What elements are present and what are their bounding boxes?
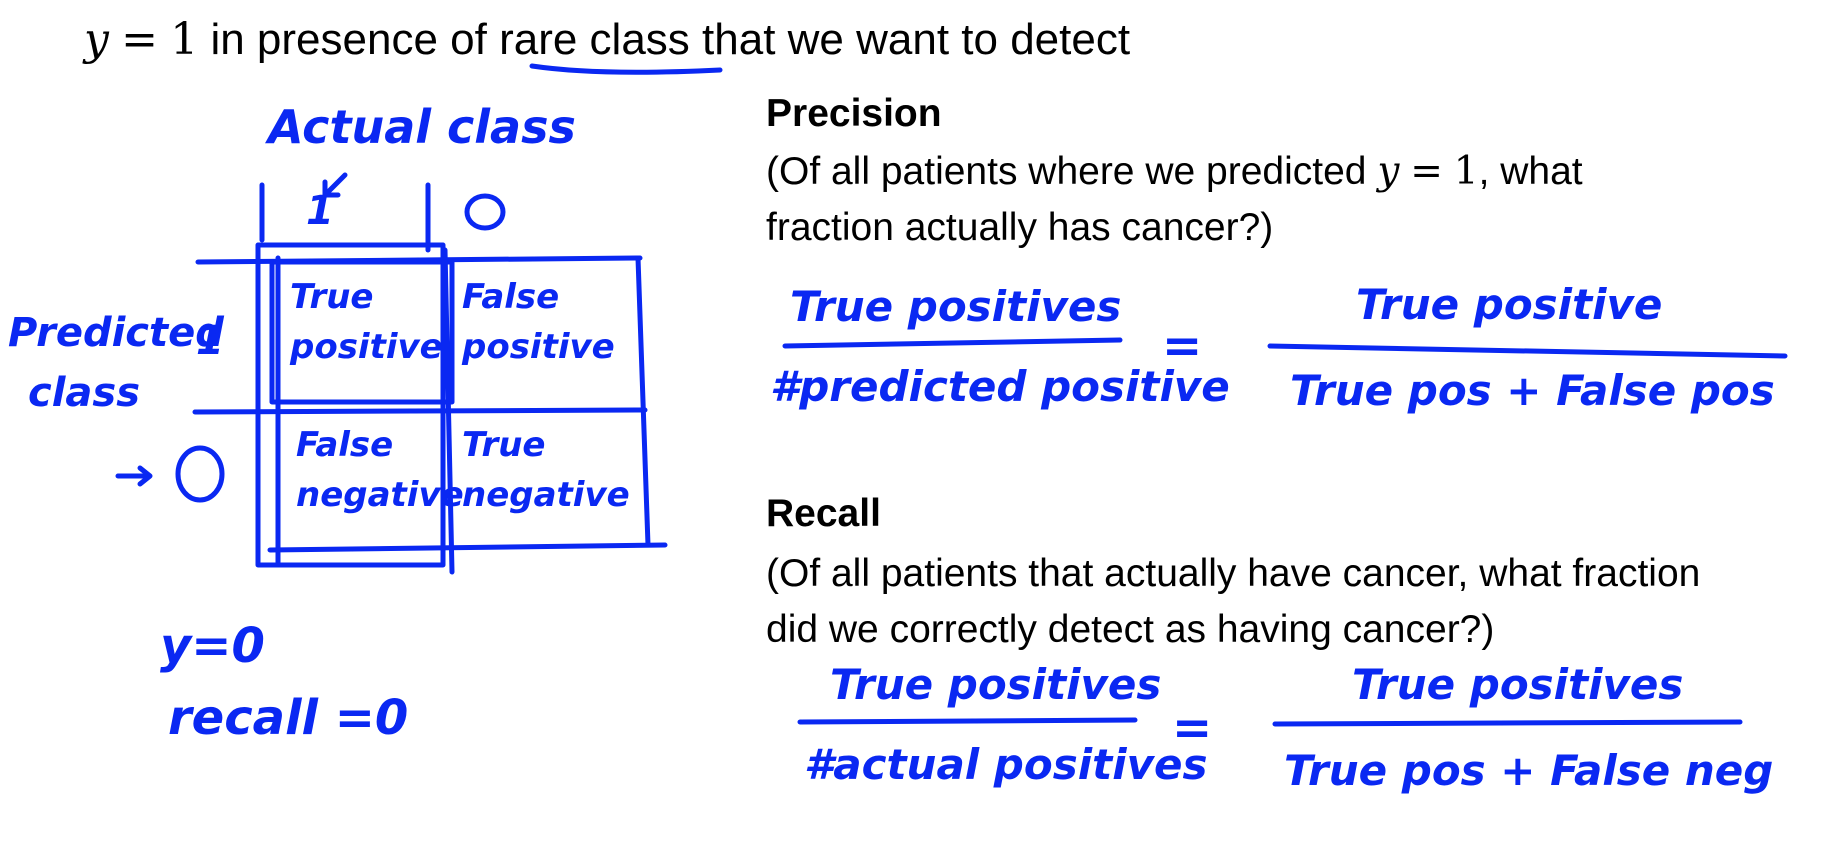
note-line1: y=0 [160, 618, 265, 674]
predicted-0-circle [175, 445, 225, 503]
predicted-label-line2: class [28, 370, 141, 416]
precision-equals-sign: = [1162, 318, 1203, 374]
title-text-before: in presence of [210, 15, 487, 64]
actual-0-circle [464, 193, 506, 231]
recall-line1: (Of all patients that actually have canc… [766, 552, 1701, 595]
precision-heading: Precision [766, 92, 942, 135]
recall-right-bar [1272, 719, 1743, 727]
precision-line1-b: , what [1478, 150, 1583, 193]
fp-line1: False [462, 277, 560, 317]
title-underlined: rare class [499, 15, 690, 64]
fn-line2: negative [296, 475, 464, 515]
fn-line1: False [296, 425, 394, 465]
precision-line1-a: (Of all patients where we predicted [766, 150, 1367, 193]
recall-heading: Recall [766, 492, 881, 535]
fp-line2: positive [462, 327, 615, 367]
recall-num-right: True positives [1352, 660, 1684, 709]
note-line2: recall =0 [168, 690, 409, 746]
table-col-line [442, 247, 455, 575]
table-bottom-line [267, 542, 668, 553]
predicted-label-line1: Predicted [8, 310, 224, 356]
recall-line2: did we correctly detect as having cancer… [766, 608, 1495, 651]
title-text-after: that we want to detect [702, 15, 1131, 64]
title-equals: = [121, 14, 158, 65]
precision-den-right: True pos + False pos [1290, 366, 1775, 415]
actual-1-column-box [255, 242, 446, 568]
table-right-line [635, 255, 651, 548]
tp-line1: True [290, 277, 374, 317]
precision-left-bar [782, 337, 1123, 349]
recall-den-left: #actual positives [804, 740, 1208, 789]
tp-line2: positive [290, 327, 443, 367]
rare-class-underline [529, 63, 723, 75]
precision-line2: fraction actually has cancer?) [766, 206, 1274, 249]
recall-left-bar [797, 717, 1138, 725]
tn-line1: True [462, 425, 546, 465]
precision-right-bar [1267, 343, 1788, 359]
precision-one: 1 [1453, 149, 1479, 194]
precision-den-left: #predicted positive [770, 362, 1230, 411]
recall-equals-sign: = [1172, 700, 1213, 756]
precision-equals: = [1410, 149, 1443, 194]
title-one: 1 [170, 14, 199, 65]
actual-class-label: Actual class [268, 100, 576, 154]
precision-y-var: y [1377, 149, 1400, 194]
title-y-var: y [84, 14, 109, 65]
recall-num-left: True positives [830, 660, 1162, 709]
true-positive-box [269, 259, 455, 405]
precision-num-right: True positive [1356, 280, 1663, 329]
pred-row-1-label: 1 [196, 318, 224, 364]
actual-1-arrow [322, 172, 348, 198]
actual-col-1-label: 1 [306, 188, 334, 234]
cell-true-negative: True negative [462, 420, 630, 520]
cell-false-positive: False positive [462, 272, 615, 372]
recall-den-right: True pos + False neg [1284, 746, 1774, 795]
table-mid-line [192, 407, 648, 415]
slide-title: y = 1 in presence of rare class that we … [84, 14, 1130, 65]
precision-line1: (Of all patients where we predicted y = … [766, 144, 1583, 200]
cell-false-negative: False negative [296, 420, 464, 520]
tn-line2: negative [462, 475, 630, 515]
predicted-0-arrow [115, 465, 153, 487]
cell-true-positive: True positive [290, 272, 443, 372]
precision-num-left: True positives [790, 282, 1122, 331]
